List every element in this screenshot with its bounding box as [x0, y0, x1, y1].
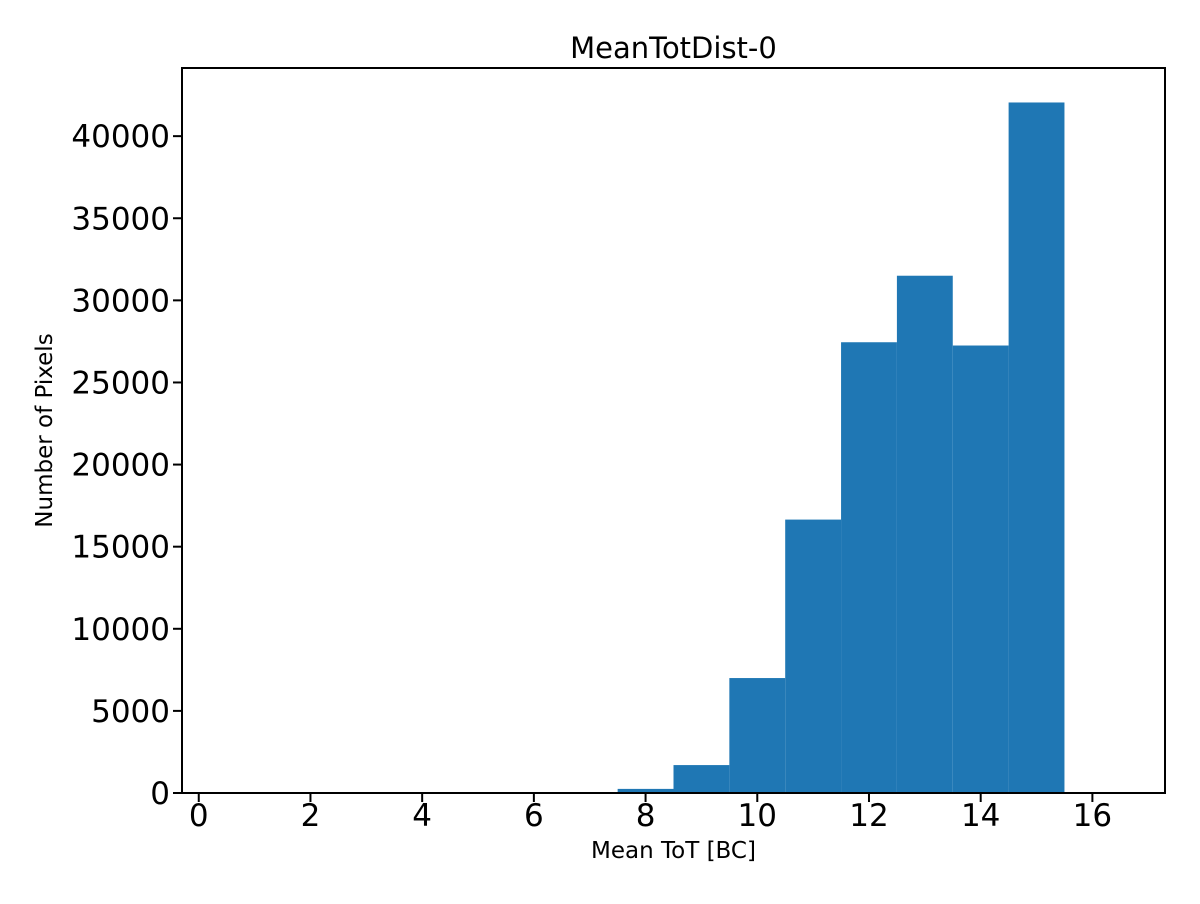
x-tick-label: 2 — [301, 798, 321, 834]
histogram-bar — [1008, 102, 1065, 794]
x-tick-label: 10 — [738, 798, 777, 834]
y-tick-label: 30000 — [71, 283, 170, 319]
x-tick-label: 8 — [636, 798, 656, 834]
y-tick-label: 25000 — [71, 365, 170, 401]
x-tick-label: 12 — [849, 798, 888, 834]
histogram-bar — [673, 765, 730, 793]
x-tick-label: 0 — [189, 798, 209, 834]
y-tick-label: 10000 — [71, 612, 170, 648]
x-tick-label: 16 — [1073, 798, 1112, 834]
x-axis-label: Mean ToT [BC] — [591, 838, 756, 864]
histogram-bar — [896, 275, 953, 794]
histogram-bar — [841, 342, 897, 793]
histogram-bars — [617, 102, 1065, 794]
y-tick-label: 5000 — [91, 694, 170, 730]
histogram-bar — [785, 519, 842, 793]
x-tick-label: 14 — [961, 798, 1000, 834]
chart-title: MeanTotDist-0 — [570, 31, 777, 65]
y-tick-label: 0 — [150, 776, 170, 812]
y-tick-label: 35000 — [71, 201, 170, 237]
y-tick-label: 40000 — [71, 119, 170, 155]
x-tick-label: 6 — [524, 798, 544, 834]
plot-border — [181, 67, 1166, 794]
y-axis-ticks: 0 5000 10000 15000 20000 25000 30000 35000 40000 — [71, 119, 182, 812]
histogram-bar — [952, 345, 1009, 793]
histogram-bar — [617, 788, 674, 793]
y-tick-label: 15000 — [71, 530, 170, 566]
y-axis-label: Number of Pixels — [32, 333, 58, 527]
histogram-bar — [729, 678, 786, 793]
x-axis-ticks: 0 2 4 6 8 10 12 14 16 — [189, 793, 1112, 834]
x-tick-label: 4 — [412, 798, 432, 834]
y-tick-label: 20000 — [71, 448, 170, 484]
